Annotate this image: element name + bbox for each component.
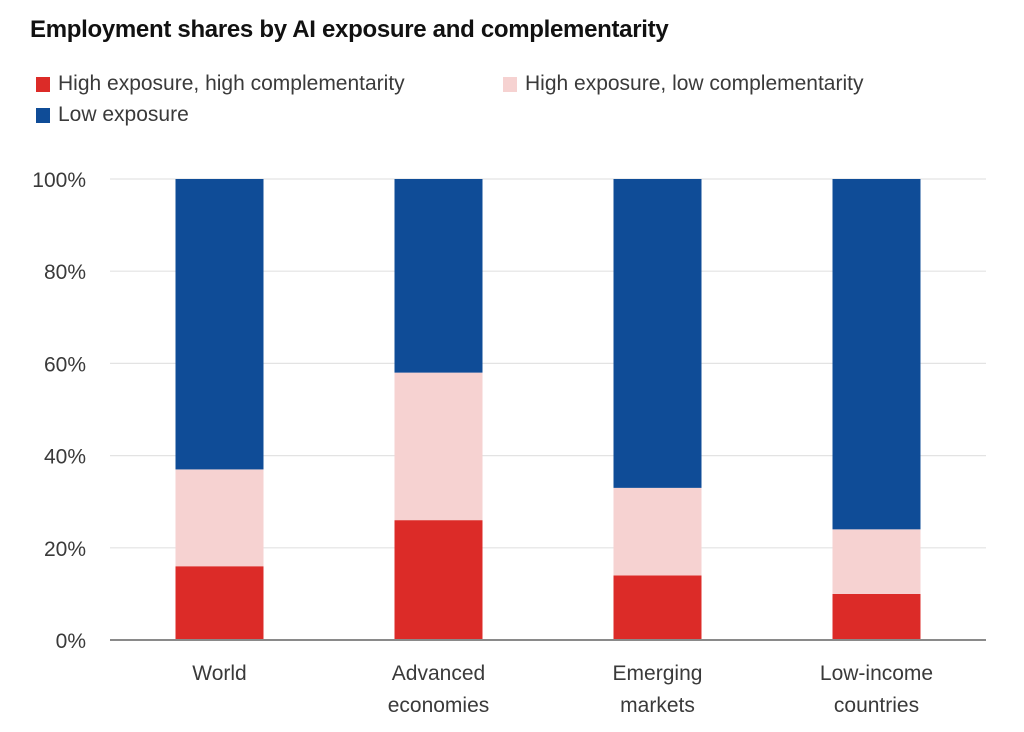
legend-swatch-blue xyxy=(36,107,50,123)
legend-label: Low exposure xyxy=(58,103,189,126)
bar-segment-high-high xyxy=(832,593,921,640)
bar-segment-low-exposure xyxy=(613,179,702,488)
bar-segment-low-exposure xyxy=(832,179,921,530)
y-tick-label: 100% xyxy=(32,169,86,192)
x-axis: World Advanced economies Emerging markets Low… xyxy=(110,639,986,717)
x-tick-label: Advanced economies xyxy=(388,662,490,717)
y-tick-label: 80% xyxy=(44,261,86,284)
legend-label: High exposure, low complementarity xyxy=(525,72,864,95)
chart-title: Employment shares by AI exposure and com… xyxy=(30,16,669,43)
bar-segment-low-exposure xyxy=(175,179,264,470)
legend-item-low-exposure: Low exposure xyxy=(36,103,189,127)
bar-segment-low-exposure xyxy=(394,179,483,373)
bar-segment-high-high xyxy=(175,566,264,640)
bar-segment-high-low xyxy=(394,372,483,521)
bars xyxy=(175,179,921,640)
y-tick-label: 20% xyxy=(44,538,86,561)
x-tick-label: World xyxy=(192,662,246,685)
x-tick-label: Low-income countries xyxy=(820,662,933,717)
legend-swatch-red xyxy=(36,76,50,92)
bar-segment-high-low xyxy=(832,529,921,594)
bar-segment-high-low xyxy=(613,487,702,576)
y-tick-label: 60% xyxy=(44,353,86,376)
y-tick-label: 40% xyxy=(44,446,86,469)
legend-label: High exposure, high complementarity xyxy=(58,72,405,95)
y-tick-label: 0% xyxy=(56,630,86,653)
bar-segment-high-high xyxy=(613,575,702,640)
legend-item-high-exposure-high-complementarity: High exposure, high complementarity xyxy=(36,72,405,96)
y-axis: 0% 20% 40% 60% 80% 100% xyxy=(32,169,86,653)
bar-segment-high-low xyxy=(175,469,264,567)
x-tick-label: Emerging markets xyxy=(613,662,703,717)
bar-segment-high-high xyxy=(394,520,483,640)
legend-item-high-exposure-low-complementarity: High exposure, low complementarity xyxy=(503,72,863,96)
legend-swatch-pink xyxy=(503,76,517,92)
